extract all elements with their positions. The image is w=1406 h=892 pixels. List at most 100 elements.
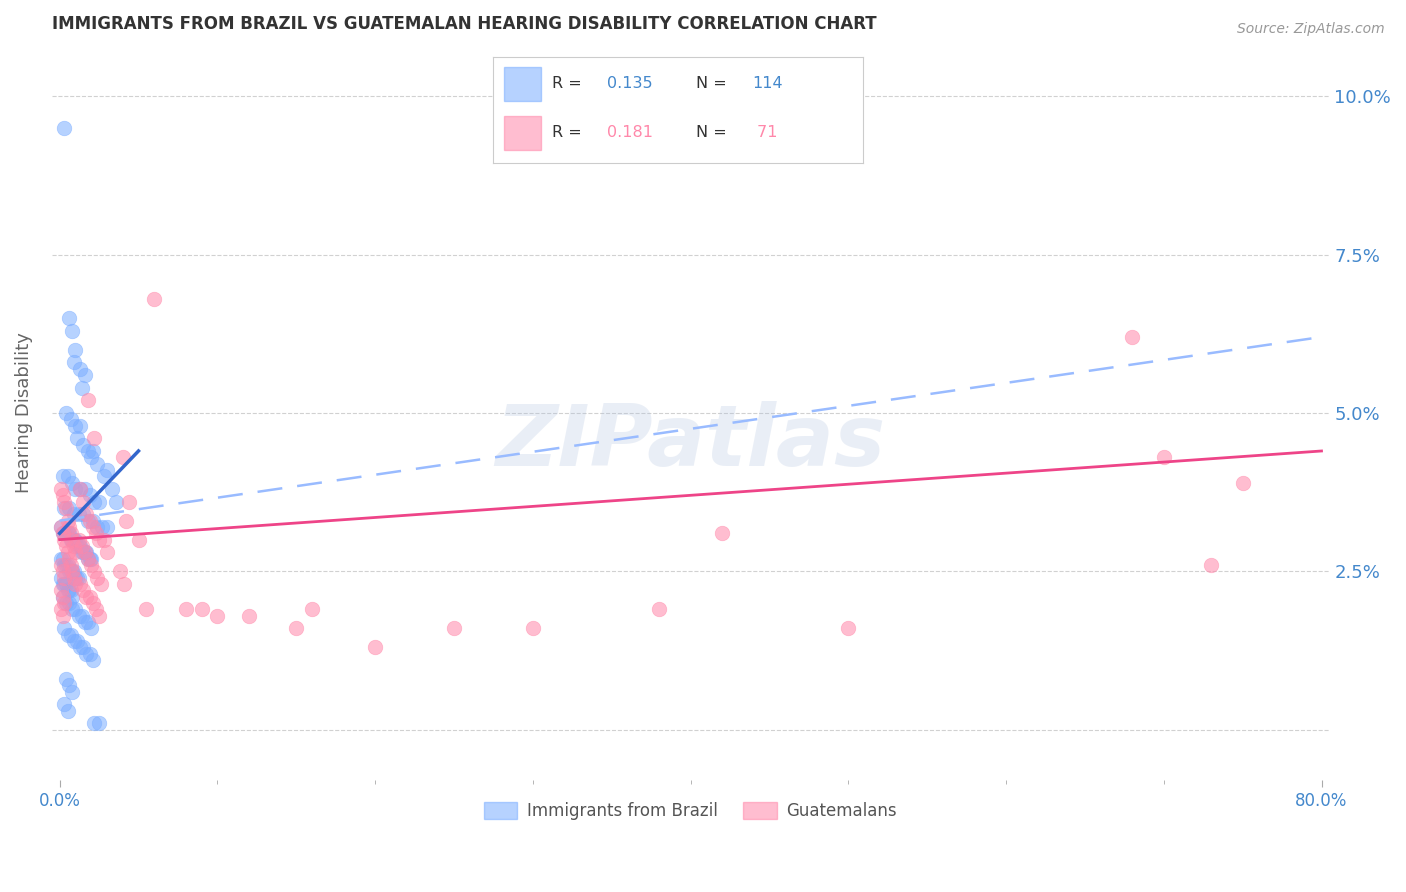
- Point: [128, 533, 150, 547]
- Point: [51, 558, 73, 572]
- Point: [59, 627, 82, 641]
- Point: [55, 577, 77, 591]
- Point: [59, 412, 82, 426]
- Point: [69, 539, 91, 553]
- Point: [55, 406, 77, 420]
- Point: [75, 590, 97, 604]
- Point: [207, 608, 229, 623]
- Point: [65, 418, 87, 433]
- Point: [77, 551, 100, 566]
- Point: [65, 533, 87, 547]
- Point: [82, 653, 104, 667]
- Point: [80, 621, 103, 635]
- Point: [86, 520, 108, 534]
- Point: [51, 482, 73, 496]
- Point: [837, 621, 859, 635]
- Point: [77, 393, 100, 408]
- Point: [56, 558, 79, 572]
- Point: [63, 571, 86, 585]
- Point: [58, 526, 80, 541]
- Point: [69, 577, 91, 591]
- Point: [67, 539, 90, 553]
- Point: [53, 596, 76, 610]
- Point: [70, 545, 93, 559]
- Point: [73, 545, 96, 559]
- Point: [80, 558, 103, 572]
- Text: IMMIGRANTS FROM BRAZIL VS GUATEMALAN HEARING DISABILITY CORRELATION CHART: IMMIGRANTS FROM BRAZIL VS GUATEMALAN HEA…: [52, 15, 876, 33]
- Point: [53, 526, 76, 541]
- Point: [66, 539, 89, 553]
- Point: [111, 450, 134, 465]
- Point: [118, 494, 141, 508]
- Point: [65, 577, 87, 591]
- Point: [82, 514, 104, 528]
- Point: [108, 564, 131, 578]
- Point: [90, 577, 112, 591]
- Point: [87, 608, 110, 623]
- Point: [51, 551, 73, 566]
- Point: [75, 647, 97, 661]
- Point: [53, 500, 76, 515]
- Point: [364, 640, 387, 655]
- Point: [1153, 450, 1175, 465]
- Point: [63, 564, 86, 578]
- Point: [84, 526, 107, 541]
- Point: [65, 545, 87, 559]
- Point: [56, 545, 79, 559]
- Point: [112, 577, 135, 591]
- Point: [72, 545, 94, 559]
- Point: [51, 602, 73, 616]
- Point: [60, 684, 83, 698]
- Point: [53, 698, 76, 712]
- Point: [58, 551, 80, 566]
- Point: [60, 602, 83, 616]
- Point: [63, 539, 86, 553]
- Point: [51, 583, 73, 598]
- Point: [75, 545, 97, 559]
- Point: [77, 551, 100, 566]
- Point: [69, 640, 91, 655]
- Point: [51, 520, 73, 534]
- Point: [648, 602, 671, 616]
- Y-axis label: Hearing Disability: Hearing Disability: [15, 333, 32, 493]
- Point: [55, 500, 77, 515]
- Point: [65, 602, 87, 616]
- Point: [135, 602, 157, 616]
- Point: [59, 583, 82, 598]
- Point: [72, 437, 94, 451]
- Point: [96, 520, 118, 534]
- Point: [87, 533, 110, 547]
- Point: [60, 533, 83, 547]
- Point: [60, 533, 83, 547]
- Point: [238, 608, 260, 623]
- Point: [52, 526, 75, 541]
- Point: [63, 508, 86, 522]
- Point: [53, 533, 76, 547]
- Point: [115, 514, 138, 528]
- Point: [73, 615, 96, 629]
- Point: [86, 457, 108, 471]
- Point: [82, 596, 104, 610]
- Point: [52, 488, 75, 502]
- Point: [59, 533, 82, 547]
- Point: [66, 431, 89, 445]
- Point: [58, 310, 80, 325]
- Point: [72, 583, 94, 598]
- Point: [190, 602, 212, 616]
- Point: [52, 590, 75, 604]
- Point: [83, 494, 105, 508]
- Legend: Immigrants from Brazil, Guatemalans: Immigrants from Brazil, Guatemalans: [477, 796, 904, 827]
- Point: [56, 704, 79, 718]
- Point: [73, 482, 96, 496]
- Point: [66, 571, 89, 585]
- Point: [52, 608, 75, 623]
- Point: [82, 444, 104, 458]
- Point: [58, 520, 80, 534]
- Point: [59, 526, 82, 541]
- Point: [67, 571, 90, 585]
- Point: [59, 564, 82, 578]
- Point: [73, 368, 96, 382]
- Point: [143, 292, 166, 306]
- Point: [79, 488, 101, 502]
- Point: [52, 590, 75, 604]
